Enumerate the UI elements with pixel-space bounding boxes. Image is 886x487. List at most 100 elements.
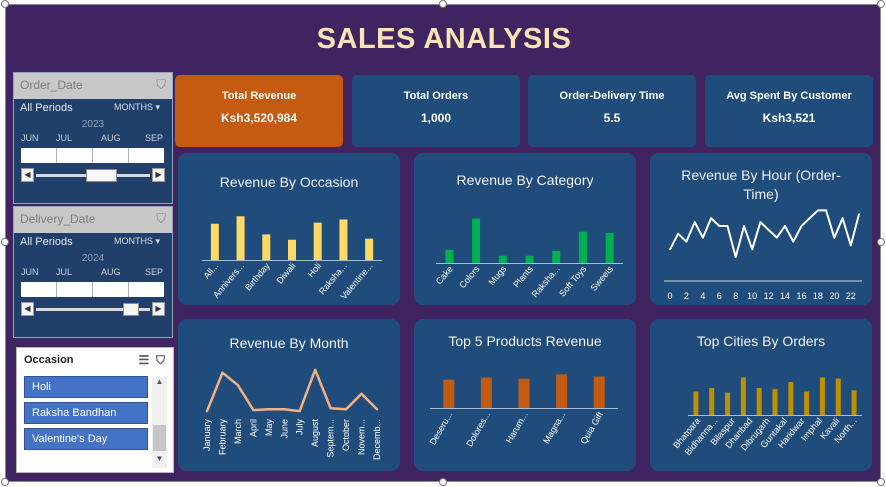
x-tick-label: February — [217, 419, 227, 456]
kpi-value: 5.5 — [603, 111, 621, 125]
bar — [480, 377, 492, 408]
bar — [552, 251, 561, 263]
hour-line-chart: 0 2 4 6 8 10 12 14 16 18 20 22 — [664, 209, 862, 301]
delivery-date-unit-dropdown[interactable]: MONTHS ▾ — [113, 236, 160, 246]
bar — [709, 387, 715, 415]
order-date-slicer[interactable]: Order_Date ⛉ All Periods MONTHS ▾ 2023 J… — [13, 72, 173, 204]
x-tick-label: 6 — [717, 291, 722, 301]
chart-top-products[interactable]: Top 5 Products Revenue Deseru... Dolores.… — [414, 319, 636, 471]
scroll-up-icon[interactable]: ▲ — [155, 377, 164, 386]
x-tick-label: 16 — [796, 291, 806, 301]
bar — [339, 219, 348, 260]
bar — [740, 377, 746, 415]
clear-filter-icon[interactable]: ⛉ — [155, 353, 165, 367]
scroll-track[interactable] — [36, 308, 150, 311]
x-tick-label: 0 — [667, 291, 672, 301]
resize-handle[interactable] — [1, 238, 9, 246]
bar — [851, 390, 857, 415]
occasion-item-raksha-bandhan[interactable]: Raksha Bandhan — [24, 402, 148, 424]
x-tick-label: Cake — [434, 264, 455, 287]
series-line — [205, 368, 379, 413]
dashboard-title: SALES ANALYSIS — [316, 23, 572, 55]
x-tick-label: Plants — [511, 263, 535, 289]
chart-title: Revenue By Hour (Order-Time) — [681, 167, 841, 202]
resize-handle[interactable] — [1, 478, 9, 486]
bar — [788, 382, 794, 415]
bar — [835, 378, 841, 415]
resize-handle[interactable] — [439, 478, 447, 486]
bar — [262, 234, 271, 260]
bar — [445, 249, 454, 263]
x-tick-label: 18 — [813, 291, 823, 301]
resize-handle[interactable] — [877, 0, 885, 8]
bar — [525, 255, 534, 263]
scroll-left-icon[interactable]: ◀ — [21, 168, 34, 182]
x-tick-label: Magna... — [541, 410, 567, 445]
resize-handle[interactable] — [877, 478, 885, 486]
order-date-timeline-bar[interactable] — [21, 148, 164, 163]
delivery-date-timeline-bar[interactable] — [21, 282, 164, 297]
order-date-slicer-title: Order_Date — [20, 78, 83, 92]
bar — [288, 239, 296, 260]
order-date-scrollbar[interactable]: ◀ ▶ — [21, 168, 165, 184]
chart-revenue-by-occasion[interactable]: Revenue By Occasion All... Annivers... Bir… — [178, 153, 400, 305]
bar — [593, 376, 605, 408]
scroll-right-icon[interactable]: ▶ — [152, 302, 165, 316]
chart-top-cities[interactable]: Top Cities By Orders Bhatpara Bidhanna...… — [650, 319, 872, 471]
resize-handle[interactable] — [1, 0, 9, 8]
bar — [498, 255, 507, 263]
order-date-period-row: All Periods MONTHS ▾ — [14, 99, 172, 117]
delivery-date-slicer-header: Delivery_Date ⛉ — [14, 207, 172, 233]
x-tick-label: Mugs — [487, 263, 509, 287]
x-tick-label: Septem... — [326, 419, 336, 458]
bar — [518, 378, 530, 408]
chart-revenue-by-hour[interactable]: Revenue By Hour (Order-Time) 0 2 4 6 8 10 12 14… — [650, 153, 872, 305]
bar — [693, 391, 699, 415]
occasion-item-valentines-day[interactable]: Valentine's Day — [24, 428, 148, 450]
chart-title: Revenue By Occasion — [219, 174, 359, 190]
resize-handle[interactable] — [877, 238, 885, 246]
clear-filter-icon[interactable]: ⛉ — [156, 211, 166, 226]
month-label: SEP — [145, 267, 164, 277]
kpi-order-delivery-time: Order-Delivery Time 5.5 — [528, 75, 696, 147]
x-tick-label: Sweets — [589, 263, 616, 292]
chart-revenue-by-category[interactable]: Revenue By Category Cake Colors Mugs Plants… — [414, 153, 636, 305]
scroll-thumb[interactable] — [153, 425, 166, 451]
occasion-slicer[interactable]: Occasion ☰ ⛉ Holi Raksha Bandhan Valenti… — [16, 347, 174, 473]
bar — [313, 222, 322, 260]
delivery-date-scrollbar[interactable]: ◀ ▶ — [21, 302, 165, 318]
order-date-unit-dropdown[interactable]: MONTHS ▾ — [113, 102, 160, 112]
scroll-thumb[interactable] — [123, 303, 139, 316]
x-tick-label: 20 — [829, 291, 839, 301]
x-tick-label: 12 — [764, 291, 774, 301]
month-label: SEP — [145, 133, 164, 143]
kpi-avg-spent: Avg Spent By Customer Ksh3,521 — [705, 75, 873, 147]
scroll-right-icon[interactable]: ▶ — [152, 168, 165, 182]
order-date-unit: MONTHS — [113, 102, 153, 112]
resize-handle[interactable] — [439, 0, 447, 8]
order-date-slicer-header: Order_Date ⛉ — [14, 73, 172, 99]
month-label: JUN — [21, 267, 39, 277]
occasion-item-holi[interactable]: Holi — [24, 376, 148, 398]
x-tick-label: Diwali — [274, 261, 297, 286]
scroll-down-icon[interactable]: ▼ — [155, 454, 164, 463]
scroll-left-icon[interactable]: ◀ — [21, 302, 34, 316]
kpi-total-orders: Total Orders 1,000 — [352, 75, 520, 147]
chart-revenue-by-month[interactable]: Revenue By Month January February March Apr… — [178, 319, 400, 471]
scroll-thumb[interactable] — [86, 169, 117, 182]
multi-select-icon[interactable]: ☰ — [138, 353, 150, 367]
clear-filter-icon[interactable]: ⛉ — [156, 77, 166, 92]
kpi-value: Ksh3,521 — [762, 111, 816, 125]
occasion-scrollbar[interactable]: ▲ ▼ — [152, 377, 167, 468]
x-tick-label: January — [202, 419, 212, 452]
x-tick-label: 4 — [700, 291, 705, 301]
x-tick-label: Deseru... — [428, 410, 455, 447]
delivery-date-slicer[interactable]: Delivery_Date ⛉ All Periods MONTHS ▾ 202… — [13, 206, 173, 338]
delivery-date-month-labels: JUN JUL AUG SEP — [14, 267, 172, 279]
x-tick-label: Colors — [457, 263, 482, 290]
kpi-label: Total Revenue — [221, 90, 297, 102]
month-label: JUL — [56, 133, 73, 143]
chart-title: Revenue By Category — [456, 172, 594, 188]
cities-bar-chart: BhatparaBidhanna...BilaspurDhanbadDibrug… — [671, 377, 862, 457]
